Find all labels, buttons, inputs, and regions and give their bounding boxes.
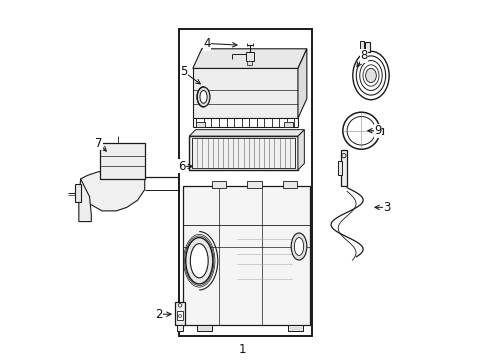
Text: 1: 1 bbox=[239, 345, 246, 358]
Bar bbox=[177, 325, 182, 331]
Text: 7: 7 bbox=[95, 137, 102, 150]
Bar bbox=[175, 302, 184, 325]
Text: 5: 5 bbox=[180, 66, 187, 78]
Text: 8: 8 bbox=[360, 49, 367, 62]
Bar bbox=[340, 150, 346, 186]
Ellipse shape bbox=[190, 244, 208, 278]
Bar bbox=[211, 181, 225, 188]
Ellipse shape bbox=[197, 87, 209, 107]
Polygon shape bbox=[189, 130, 304, 136]
Bar bbox=[337, 161, 342, 175]
Bar bbox=[75, 184, 81, 202]
Polygon shape bbox=[79, 179, 91, 222]
Bar bbox=[100, 143, 144, 179]
Text: 9: 9 bbox=[374, 124, 381, 137]
Ellipse shape bbox=[200, 90, 207, 103]
Text: 6: 6 bbox=[178, 160, 185, 173]
Bar bbox=[192, 138, 294, 168]
Bar bbox=[245, 52, 254, 61]
Bar bbox=[283, 122, 292, 127]
Bar bbox=[189, 136, 297, 170]
Polygon shape bbox=[192, 68, 297, 118]
Bar bbox=[177, 311, 183, 320]
Text: 4: 4 bbox=[203, 37, 210, 50]
Ellipse shape bbox=[365, 68, 376, 83]
Bar bbox=[283, 181, 297, 188]
Text: 3: 3 bbox=[383, 201, 390, 214]
Bar bbox=[196, 122, 205, 127]
Text: 1: 1 bbox=[239, 343, 246, 356]
Bar bbox=[374, 128, 382, 134]
Polygon shape bbox=[297, 130, 304, 170]
Polygon shape bbox=[192, 49, 306, 68]
Ellipse shape bbox=[185, 238, 212, 284]
Bar bbox=[183, 186, 309, 325]
Bar bbox=[364, 42, 369, 52]
Ellipse shape bbox=[294, 238, 303, 256]
Bar bbox=[247, 181, 261, 188]
Ellipse shape bbox=[290, 233, 306, 260]
Bar bbox=[197, 325, 211, 331]
Bar bbox=[288, 325, 302, 331]
Text: 2: 2 bbox=[155, 308, 163, 321]
Bar bbox=[359, 41, 363, 49]
Bar bbox=[247, 60, 252, 65]
Polygon shape bbox=[297, 49, 306, 118]
Bar bbox=[178, 29, 311, 336]
Polygon shape bbox=[81, 172, 144, 211]
